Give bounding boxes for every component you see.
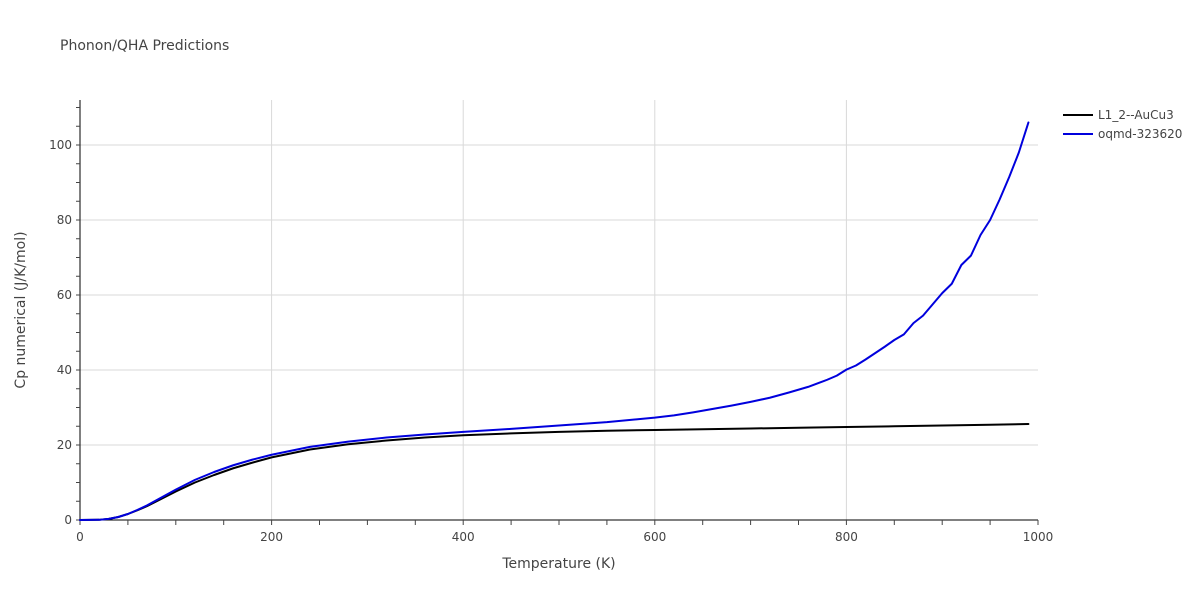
x-tick-label: 200 xyxy=(260,530,283,544)
grid xyxy=(80,100,1038,520)
y-tick-label: 40 xyxy=(57,363,72,377)
x-tick-label: 800 xyxy=(835,530,858,544)
legend-label: L1_2--AuCu3 xyxy=(1098,108,1174,122)
legend-label: oqmd-323620 xyxy=(1098,127,1182,141)
axes: 0 200 400 600 800 1000 0 20 40 60 80 100 xyxy=(49,100,1053,544)
y-tick-label: 0 xyxy=(64,513,72,527)
x-tick-label: 600 xyxy=(643,530,666,544)
y-tick-label: 60 xyxy=(57,288,72,302)
plot-area xyxy=(79,121,1030,521)
y-tick-label: 100 xyxy=(49,138,72,152)
x-tick-label: 1000 xyxy=(1023,530,1054,544)
series-line-1 xyxy=(79,423,1030,521)
series-line-2 xyxy=(79,121,1030,521)
y-axis-title: Cp numerical (J/K/mol) xyxy=(13,231,29,388)
chart-title: Phonon/QHA Predictions xyxy=(60,38,229,54)
y-tick-label: 80 xyxy=(57,213,72,227)
x-tick-label: 0 xyxy=(76,530,84,544)
y-tick-label: 20 xyxy=(57,438,72,452)
x-tick-label: 400 xyxy=(452,530,475,544)
legend: L1_2--AuCu3 oqmd-323620 xyxy=(1063,108,1182,141)
x-axis-title: Temperature (K) xyxy=(501,556,615,572)
